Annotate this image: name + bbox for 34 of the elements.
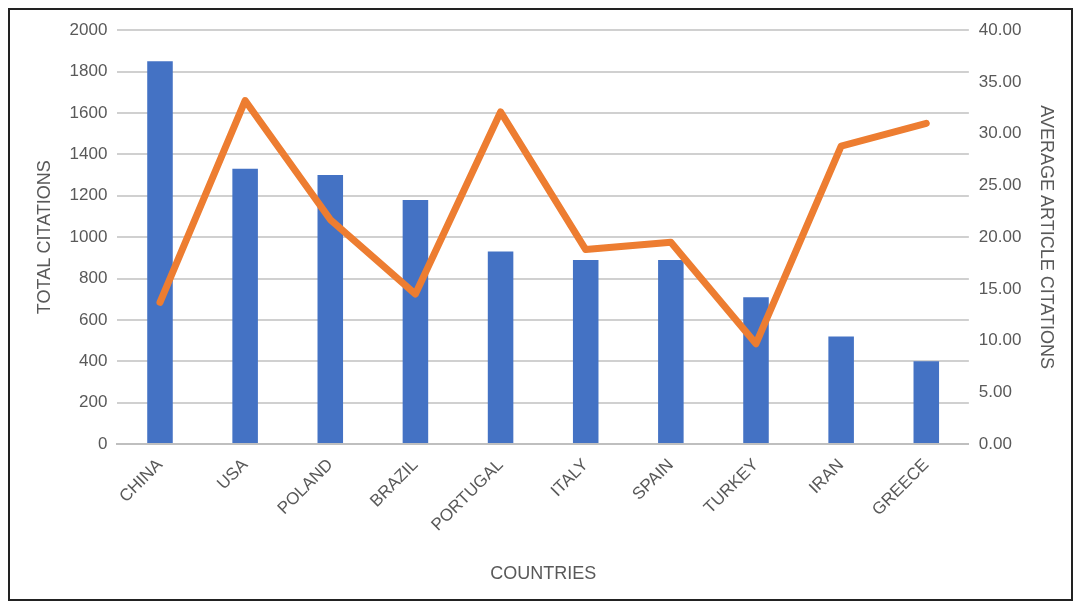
y-tick-label: 400 [79,350,108,370]
y2-axis-title: AVERAGE ARTICLE CITATIONS [1037,105,1058,369]
y-tick-label: 1000 [69,226,108,246]
y2-tick-label: 25.00 [978,175,1022,195]
y2-tick-label: 15.00 [978,278,1022,298]
bar [402,199,429,444]
x-tick-label: USA [213,454,252,494]
y-tick-label: 1200 [69,185,108,205]
y2-tick-label: 30.00 [978,123,1022,143]
y-tick-label: 1400 [69,144,108,164]
y2-tick-label: 20.00 [978,226,1022,246]
x-axis-title: COUNTRIES [490,563,597,584]
y2-tick-label: 0.00 [978,433,1012,453]
y-tick-label: 1600 [69,102,108,122]
bar [828,336,854,444]
y-tick-label: 0 [97,433,108,453]
bar [658,259,684,444]
y-tick-label: 600 [79,309,108,329]
y2-tick-label: 40.00 [978,19,1022,39]
bar [743,297,769,444]
y-tick-label: 2000 [69,19,108,39]
bar [913,361,940,444]
y2-tick-label: 35.00 [978,71,1022,91]
y-axis-title: TOTAL CITATIONS [33,160,54,315]
y-tick-label: 1800 [69,61,108,81]
bar [232,168,258,444]
bar [487,251,514,444]
y2-tick-label: 5.00 [978,382,1012,402]
y-tick-label: 800 [79,268,108,288]
bar [147,61,173,444]
bar [317,175,344,444]
y-tick-label: 200 [79,392,108,412]
y2-tick-label: 10.00 [978,330,1022,350]
bar [572,259,599,444]
